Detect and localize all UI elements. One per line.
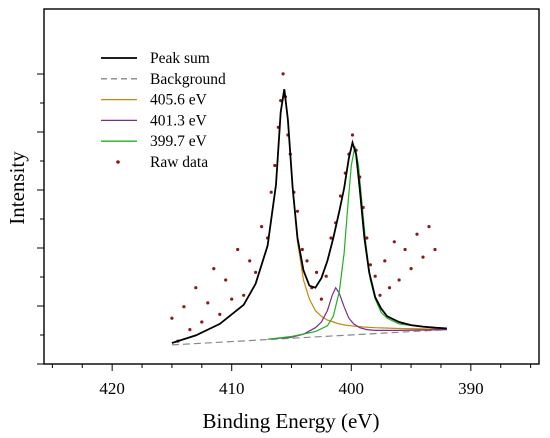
raw-data-point [421, 255, 425, 259]
series-line-2 [171, 89, 447, 344]
plot-area [170, 72, 447, 346]
raw-data-point [242, 293, 246, 297]
raw-data-point [200, 320, 204, 324]
raw-data-point [338, 194, 343, 198]
raw-data-point [224, 278, 228, 282]
legend-label: Background [150, 71, 226, 88]
legend-label: 401.3 eV [150, 112, 208, 129]
legend-marker [116, 160, 120, 164]
raw-data-point [324, 274, 328, 278]
legend-label: 405.6 eV [150, 92, 208, 109]
series-line-4 [267, 146, 447, 340]
x-axis-label: Binding Energy (eV) [203, 409, 380, 433]
raw-data-point [170, 316, 174, 320]
raw-data-point [433, 247, 437, 252]
raw-data-point [295, 209, 300, 213]
raw-data-point [378, 293, 382, 297]
raw-data-point [188, 328, 192, 332]
raw-data-point [368, 263, 372, 267]
raw-data-point [305, 259, 309, 263]
axes: 420 410 400 390 [37, 8, 540, 398]
raw-data-point [300, 247, 304, 252]
series-line-0 [171, 89, 447, 344]
x-tick-label: 420 [99, 379, 125, 398]
raw-data-point [315, 270, 319, 274]
raw-data-point [236, 247, 240, 252]
raw-data-point [365, 236, 369, 240]
plot-frame [43, 8, 540, 365]
legend: Peak sum Background 405.6 eV 401.3 eV 399.7 … [101, 50, 226, 171]
raw-data-point [206, 301, 210, 305]
raw-data-point [415, 232, 419, 236]
raw-data-point [182, 305, 186, 309]
x-axis-ticks [51, 364, 532, 371]
raw-data-point [409, 267, 413, 271]
raw-data-point [230, 297, 234, 301]
y-axis-label: Intensity [5, 151, 29, 225]
raw-data-point [269, 190, 273, 194]
x-tick-label: 400 [339, 379, 365, 398]
raw-data-point [387, 286, 392, 290]
raw-data-point [373, 274, 377, 278]
legend-label: 399.7 eV [150, 133, 208, 150]
series-line-3 [267, 286, 447, 340]
raw-data-point [254, 270, 258, 274]
raw-data-point [281, 72, 285, 76]
raw-data-point [260, 225, 264, 229]
raw-data-point [218, 312, 222, 316]
raw-data-point [392, 240, 396, 244]
raw-data-point [212, 267, 216, 271]
legend-label: Peak sum [150, 50, 210, 67]
raw-data-point [329, 236, 333, 240]
legend-label: Raw data [150, 154, 208, 171]
raw-data-point [273, 163, 277, 168]
raw-data-point [350, 133, 355, 137]
raw-data-point [383, 259, 387, 263]
raw-data-point [403, 247, 407, 252]
raw-data-point [397, 278, 401, 282]
raw-data-point [194, 286, 198, 290]
x-tick-labels: 420 410 400 390 [99, 379, 483, 398]
raw-data-point [319, 297, 323, 301]
y-axis-ticks [37, 73, 44, 365]
x-tick-label: 390 [458, 379, 484, 398]
raw-data-point [248, 259, 252, 263]
series-line-1 [171, 329, 447, 346]
raw-data-point [427, 225, 431, 229]
x-tick-label: 410 [219, 379, 245, 398]
